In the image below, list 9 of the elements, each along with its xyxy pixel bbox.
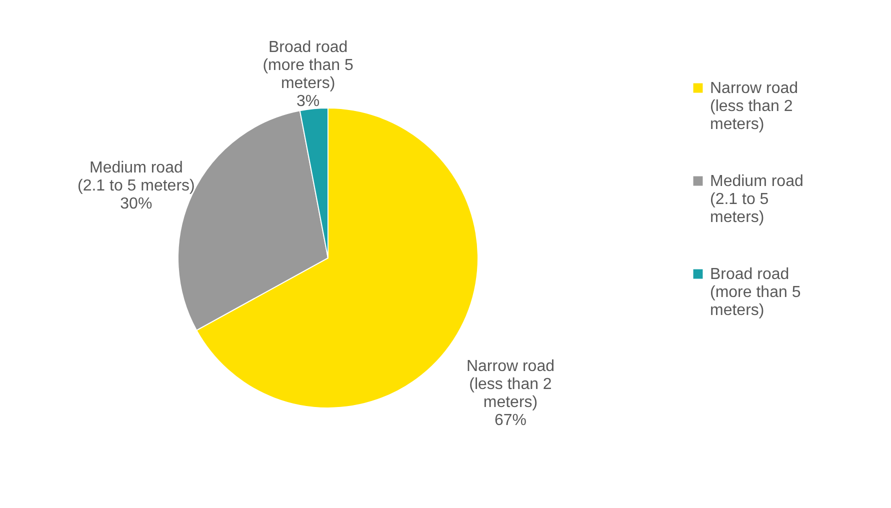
legend-label: Broad road (more than 5 meters) [710,266,801,319]
legend-label: Medium road (2.1 to 5 meters) [710,173,804,226]
slice-label: Broad road (more than 5 meters) [262,38,354,92]
slice-label: Narrow road (less than 2 meters) [466,358,554,411]
data-label: 30% [120,196,152,213]
data-label: 67% [494,412,526,429]
slice-label: Medium road (2.1 to 5 meters) [77,160,195,195]
legend-label: Narrow road (less than 2 meters) [710,80,798,133]
data-label: 3% [296,92,320,110]
